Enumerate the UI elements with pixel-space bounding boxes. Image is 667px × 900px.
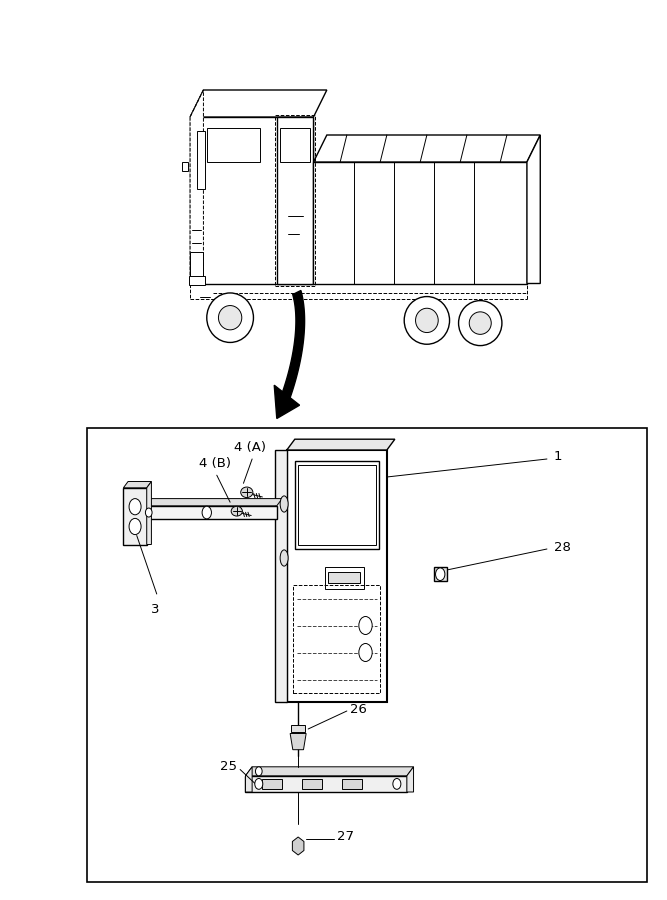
Circle shape [436, 568, 445, 580]
Text: 26: 26 [350, 703, 367, 716]
Circle shape [255, 767, 262, 776]
Ellipse shape [459, 301, 502, 346]
Polygon shape [262, 778, 282, 789]
Polygon shape [291, 724, 305, 732]
Circle shape [129, 518, 141, 535]
Text: 4 (A): 4 (A) [234, 442, 266, 454]
Circle shape [145, 508, 152, 517]
Ellipse shape [231, 507, 242, 516]
Polygon shape [275, 450, 287, 702]
Polygon shape [245, 767, 252, 792]
Ellipse shape [416, 308, 438, 332]
Ellipse shape [470, 312, 491, 335]
Polygon shape [290, 734, 306, 750]
Polygon shape [342, 778, 362, 789]
Polygon shape [325, 567, 364, 589]
Text: 4 (B): 4 (B) [199, 457, 231, 470]
Circle shape [359, 644, 372, 662]
Polygon shape [123, 482, 151, 488]
Polygon shape [190, 252, 203, 284]
Text: 1: 1 [554, 450, 562, 463]
Ellipse shape [218, 305, 241, 329]
Circle shape [359, 616, 372, 634]
Polygon shape [313, 162, 527, 284]
Polygon shape [527, 135, 540, 284]
Polygon shape [280, 128, 310, 162]
Polygon shape [278, 291, 305, 410]
Ellipse shape [280, 550, 288, 566]
Polygon shape [207, 128, 260, 162]
FancyBboxPatch shape [87, 428, 647, 882]
Text: 25: 25 [220, 760, 237, 773]
Circle shape [255, 778, 263, 789]
Polygon shape [295, 461, 379, 549]
Polygon shape [302, 778, 322, 789]
Polygon shape [190, 90, 203, 284]
Circle shape [202, 506, 211, 518]
Ellipse shape [241, 487, 253, 498]
Ellipse shape [404, 296, 450, 344]
Polygon shape [197, 130, 205, 189]
Polygon shape [274, 385, 299, 418]
Polygon shape [328, 572, 360, 583]
Ellipse shape [207, 292, 253, 342]
Polygon shape [407, 767, 414, 792]
Circle shape [393, 778, 401, 789]
Polygon shape [129, 506, 277, 519]
Polygon shape [189, 276, 205, 285]
Text: 28: 28 [554, 541, 570, 554]
Polygon shape [287, 450, 387, 702]
Polygon shape [287, 439, 395, 450]
Polygon shape [313, 135, 540, 162]
Text: 27: 27 [337, 831, 354, 843]
Polygon shape [292, 837, 304, 855]
Polygon shape [434, 567, 447, 581]
Polygon shape [147, 482, 151, 544]
Polygon shape [190, 117, 313, 284]
Polygon shape [190, 90, 327, 117]
Polygon shape [245, 776, 407, 792]
Polygon shape [182, 162, 188, 171]
Polygon shape [129, 499, 282, 506]
Polygon shape [245, 767, 414, 776]
Polygon shape [123, 488, 147, 544]
Ellipse shape [280, 496, 288, 512]
Polygon shape [277, 117, 313, 284]
Circle shape [129, 499, 141, 515]
Text: 3: 3 [151, 603, 159, 616]
